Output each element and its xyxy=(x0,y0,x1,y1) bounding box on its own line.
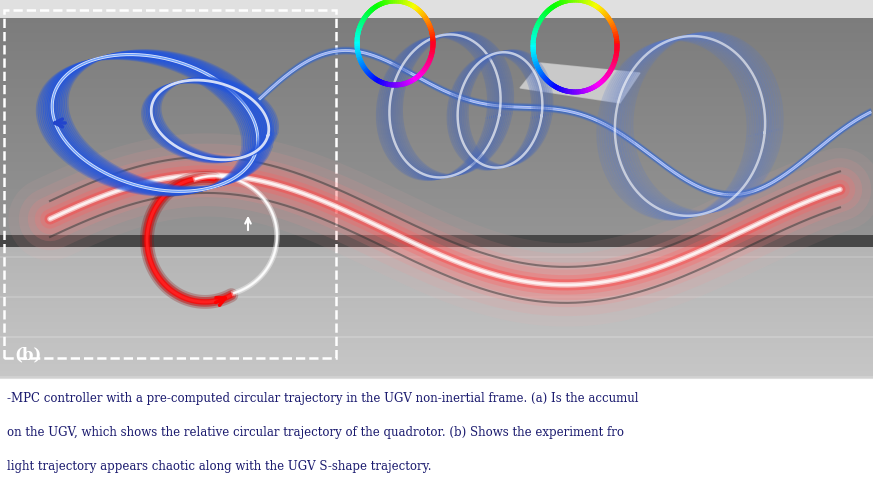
Polygon shape xyxy=(520,63,640,103)
Text: on the UGV, which shows the relative circular trajectory of the quadrotor. (b) S: on the UGV, which shows the relative cir… xyxy=(7,426,624,439)
Text: (b): (b) xyxy=(14,347,41,364)
Text: light trajectory appears chaotic along with the UGV S-shape trajectory.: light trajectory appears chaotic along w… xyxy=(7,460,431,473)
Text: -MPC controller with a pre-computed circular trajectory in the UGV non-inertial : -MPC controller with a pre-computed circ… xyxy=(7,392,638,404)
